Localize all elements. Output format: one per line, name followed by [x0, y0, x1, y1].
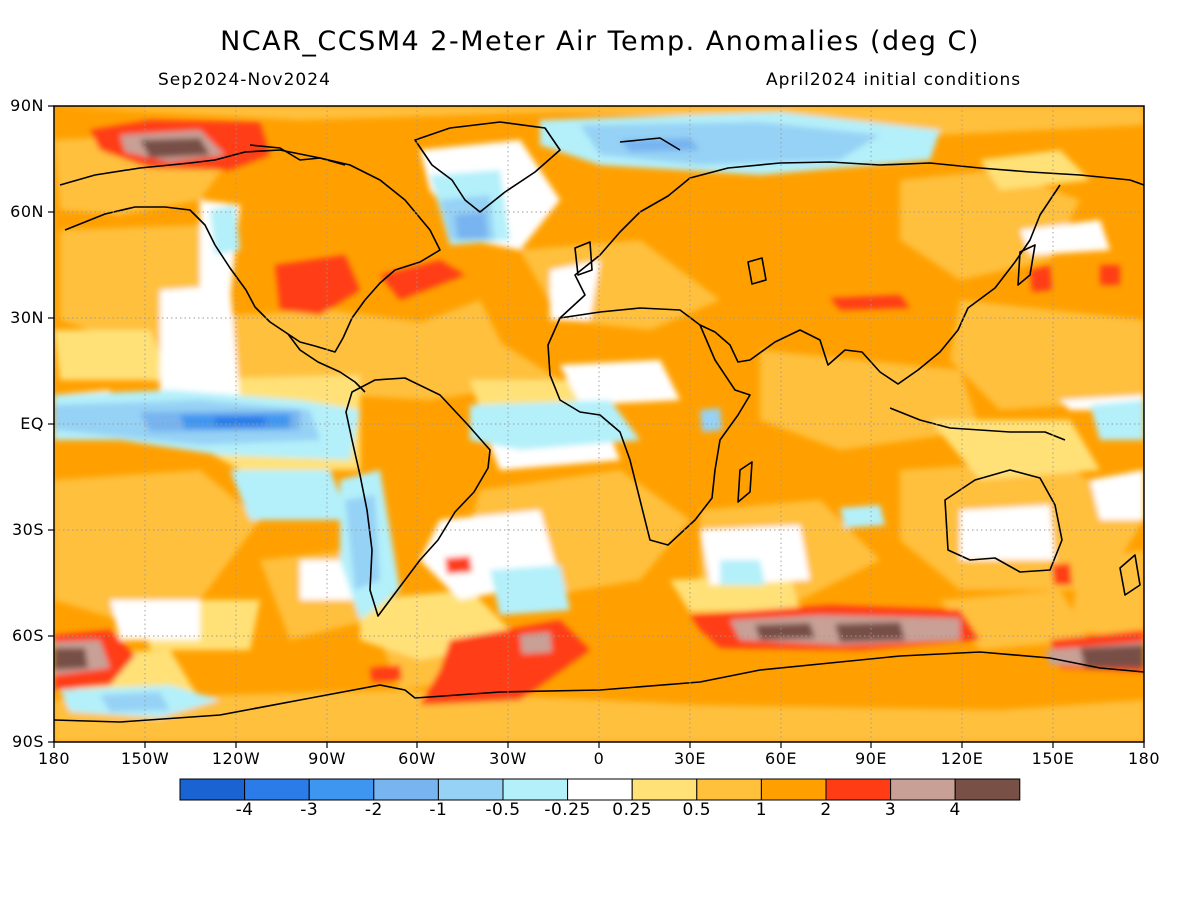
- lon-label-180e: 180: [1127, 749, 1161, 768]
- colorbar-label: -0.5: [485, 800, 521, 820]
- lat-label-60n: 60N: [10, 202, 44, 221]
- initial-conditions: April2024 initial conditions: [766, 70, 1022, 90]
- coastline-japan: [1017, 244, 1036, 286]
- lon-label-120e: 120E: [940, 749, 984, 768]
- colorbar-swatch-6: [502, 778, 569, 801]
- colorbar-swatch-2: [244, 778, 310, 801]
- lon-label-0: 0: [593, 749, 605, 768]
- colorbar-swatch-4: [373, 778, 439, 801]
- colorbar-label: -3: [300, 800, 319, 820]
- coastline-asia-east: [699, 184, 1061, 385]
- colorbar-label: -2: [364, 800, 383, 820]
- colorbar-swatch-11: [825, 778, 892, 801]
- coastline-greenland: [414, 121, 561, 213]
- lon-label-120w: 120W: [211, 749, 261, 768]
- colorbar-swatch-8: [631, 778, 698, 801]
- coastline-australia: [944, 469, 1063, 573]
- lat-label-eq: EQ: [20, 414, 44, 433]
- lon-label-30w: 30W: [489, 749, 527, 768]
- colorbar-swatch-1: [179, 778, 246, 801]
- coastline-caspian: [747, 257, 767, 285]
- lon-label-60e: 60E: [765, 749, 797, 768]
- colorbar-swatch-13: [954, 778, 1021, 801]
- lat-label-30s: 30S: [11, 520, 44, 539]
- colorbar-label: -0.25: [544, 800, 591, 820]
- coastlines: [54, 121, 1144, 723]
- coastline-africa: [547, 307, 751, 546]
- coastline-antarctica: [54, 651, 1144, 723]
- colorbar-label: -1: [429, 800, 448, 820]
- coastline-europe: [559, 161, 1144, 319]
- anomaly-regions: [54, 106, 1144, 742]
- coastline-arctic-islands: [249, 137, 681, 166]
- colorbar-swatch-12: [890, 778, 956, 801]
- lat-label-60s: 60S: [11, 626, 44, 645]
- anomaly-field: [54, 106, 1144, 742]
- coastline-uk: [574, 241, 593, 276]
- coastline-new-zealand: [1119, 554, 1141, 596]
- colorbar-swatch-5: [437, 778, 504, 801]
- lon-label-90e: 90E: [855, 749, 887, 768]
- lat-label-30n: 30N: [10, 308, 44, 327]
- coastline-indonesia: [889, 407, 1066, 441]
- colorbar-label: 3: [884, 800, 897, 820]
- lon-label-30e: 30E: [674, 749, 706, 768]
- coastline-central-america: [287, 333, 366, 393]
- lon-label-90w: 90W: [308, 749, 346, 768]
- lon-label-150w: 150W: [120, 749, 170, 768]
- colorbar-swatch-3: [308, 778, 375, 801]
- colorbar-label: 0.5: [682, 800, 712, 820]
- lon-label-150e: 150E: [1031, 749, 1075, 768]
- colorbar-swatch-7: [567, 778, 633, 801]
- colorbar-swatch-10: [760, 778, 827, 801]
- lon-label-60w: 60W: [398, 749, 436, 768]
- colorbar-label: 2: [820, 800, 832, 820]
- coastline-south-america: [345, 377, 491, 617]
- lat-label-90s: 90S: [11, 732, 44, 751]
- colorbar-label: 4: [949, 800, 961, 820]
- colorbar-label: 1: [755, 800, 768, 820]
- forecast-period: Sep2024-Nov2024: [158, 70, 331, 90]
- colorbar-label: 0.25: [612, 800, 653, 820]
- coastline-madagascar: [737, 461, 753, 503]
- lon-label-180w: 180: [37, 749, 71, 768]
- colorbar-label: -4: [235, 800, 254, 820]
- map-gridlines: [54, 106, 1144, 742]
- colorbar: [179, 778, 1021, 801]
- map-title: NCAR_CCSM4 2-Meter Air Temp. Anomalies (…: [220, 26, 980, 57]
- anomaly-regions-neg3: [215, 417, 265, 426]
- axis-ticks: [48, 105, 1145, 748]
- colorbar-swatch-9: [696, 778, 762, 801]
- lat-label-90n: 90N: [10, 96, 44, 115]
